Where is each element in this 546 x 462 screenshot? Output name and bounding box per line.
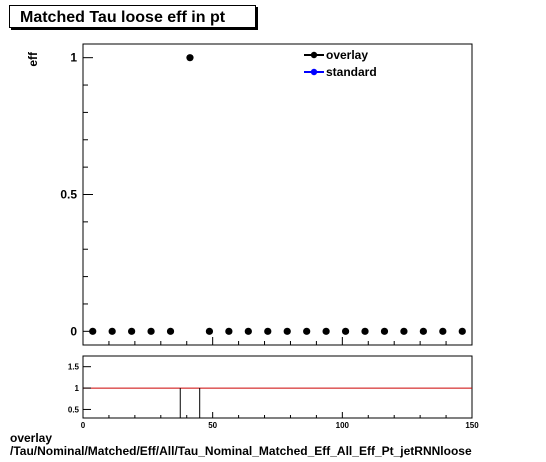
footer-caption: overlay /Tau/Nominal/Matched/Eff/All/Tau… xyxy=(10,432,472,458)
overlay-point xyxy=(225,327,233,335)
overlay-point xyxy=(283,327,291,335)
title-box: Matched Tau loose eff in pt xyxy=(9,5,256,28)
legend-overlay-marker xyxy=(310,51,318,59)
main-y-tick-label: 0 xyxy=(70,324,77,338)
y-axis-label: eff xyxy=(26,51,40,67)
ratio-x-tick-label: 150 xyxy=(465,421,479,430)
main-y-tick-label: 1 xyxy=(70,51,77,65)
overlay-point xyxy=(341,327,350,335)
overlay-point xyxy=(89,327,97,335)
overlay-point xyxy=(244,327,252,335)
overlay-point xyxy=(419,327,427,335)
ratio-y-tick-label: 1.5 xyxy=(68,363,80,372)
overlay-point xyxy=(439,327,447,335)
ratio-y-tick-label: 1 xyxy=(75,384,80,393)
overlay-point xyxy=(400,327,408,335)
overlay-point xyxy=(205,327,214,335)
ratio-y-tick-label: 0.5 xyxy=(68,405,80,414)
overlay-point xyxy=(147,327,155,335)
ratio-x-tick-label: 0 xyxy=(81,421,86,430)
overlay-point xyxy=(303,327,311,335)
overlay-point xyxy=(380,327,389,335)
ratio-plot-frame xyxy=(82,355,473,419)
footer-line-2: /Tau/Nominal/Matched/Eff/All/Tau_Nominal… xyxy=(10,444,472,458)
overlay-point xyxy=(322,327,330,335)
plot-title: Matched Tau loose eff in pt xyxy=(20,9,226,26)
ratio-x-tick-label: 50 xyxy=(208,421,217,430)
overlay-point xyxy=(458,327,466,335)
legend-overlay-label: overlay xyxy=(326,48,368,62)
footer-line-1: overlay xyxy=(10,431,53,445)
overlay-point xyxy=(128,327,136,335)
ratio-x-tick-label: 100 xyxy=(336,421,350,430)
overlay-point xyxy=(108,327,116,335)
legend-standard-label: standard xyxy=(326,65,377,79)
overlay-point xyxy=(361,327,369,335)
legend-standard-marker xyxy=(310,68,318,76)
overlay-point xyxy=(264,327,272,335)
main-plot-frame xyxy=(82,43,473,346)
overlay-point xyxy=(166,327,175,335)
main-y-tick-label: 0.5 xyxy=(60,188,77,202)
overlay-point xyxy=(186,54,194,62)
